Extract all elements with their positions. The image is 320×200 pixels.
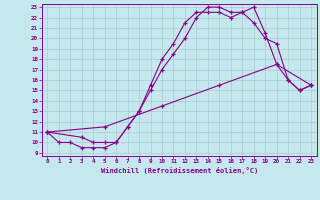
X-axis label: Windchill (Refroidissement éolien,°C): Windchill (Refroidissement éolien,°C) — [100, 167, 258, 174]
